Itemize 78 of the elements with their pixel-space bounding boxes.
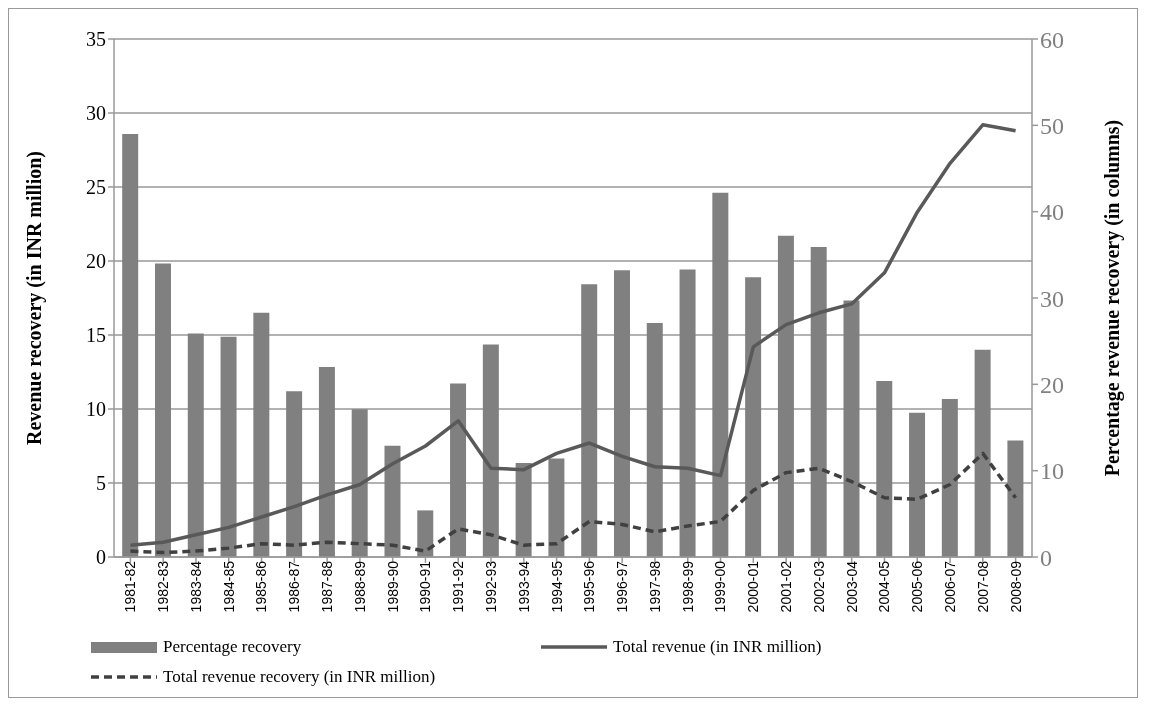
bar (679, 269, 696, 557)
bar (154, 263, 171, 557)
x-tick-label: 1993-94 (515, 560, 532, 613)
x-tick-label: 1999-00 (712, 560, 729, 613)
x-tick-label: 1987-88 (319, 560, 336, 613)
x-tick-label: 1988-89 (351, 560, 368, 613)
y-tick-label: 15 (86, 324, 106, 347)
y2-tick-label: 30 (1040, 285, 1064, 312)
bar (974, 349, 991, 557)
x-tick-label: 2003-04 (843, 560, 860, 613)
bar (745, 277, 762, 557)
x-tick-label: 1983-84 (187, 560, 204, 613)
bar (613, 270, 630, 557)
y2-tick-label: 10 (1040, 458, 1064, 485)
y2-tick-label: 50 (1040, 112, 1064, 139)
bar (384, 445, 401, 557)
bar (351, 409, 368, 557)
bar (909, 412, 926, 557)
legend-label: Percentage recovery (163, 637, 302, 657)
y2-axis-title: Percentage revenue recovery (in columns) (1101, 119, 1125, 477)
bar (286, 391, 303, 557)
x-tick-label: 1994-95 (548, 560, 565, 613)
bar (187, 333, 204, 557)
y-axis-title: Revenue recovery (in INR million) (23, 150, 47, 446)
bar (253, 312, 270, 557)
x-tick-label: 1982-83 (155, 560, 172, 613)
y2-tick-label: 60 (1040, 26, 1064, 53)
x-tick-label: 2000-01 (745, 560, 762, 613)
x-tick-label: 1985-86 (253, 560, 270, 613)
bar (1007, 440, 1024, 557)
y-tick-label: 10 (86, 398, 106, 421)
x-tick-label: 1991-92 (450, 560, 467, 613)
y2-tick-label: 0 (1040, 544, 1052, 571)
bar (646, 323, 663, 557)
x-tick-label: 1981-82 (122, 560, 139, 613)
x-tick-label: 2008-09 (1007, 560, 1024, 613)
bar (712, 192, 729, 557)
x-tick-label: 2007-08 (974, 560, 991, 613)
x-tick-label: 2002-03 (810, 560, 827, 613)
bar (810, 247, 827, 557)
y-tick-label: 25 (86, 176, 106, 199)
x-tick-label: 1984-85 (220, 560, 237, 613)
bar (876, 380, 893, 557)
x-tick-label: 1998-99 (679, 560, 696, 613)
bar (515, 462, 532, 557)
legend-label: Total revenue recovery (in INR million) (163, 667, 436, 687)
x-tick-label: 2005-06 (909, 560, 926, 613)
line-series (128, 451, 1018, 555)
y2-tick-label: 20 (1040, 371, 1064, 398)
x-tick-label: 2004-05 (876, 560, 893, 613)
x-tick-label: 1997-98 (646, 560, 663, 613)
legend-label: Total revenue (in INR million) (613, 637, 822, 657)
bar (843, 300, 860, 557)
y-tick-label: 0 (96, 546, 106, 569)
bar (318, 367, 335, 557)
x-tick-label: 1995-96 (581, 560, 598, 613)
x-tick-label: 2006-07 (941, 560, 958, 613)
bar (777, 235, 794, 557)
y-tick-label: 35 (86, 28, 106, 51)
bar (417, 510, 434, 557)
x-tick-label: 2001-02 (778, 560, 795, 613)
bar (450, 383, 467, 557)
x-tick-label: 1996-97 (614, 560, 631, 613)
bar (941, 399, 958, 557)
y2-tick-label: 40 (1040, 199, 1064, 226)
x-tick-label: 1992-93 (482, 560, 499, 613)
y-tick-label: 5 (96, 472, 106, 495)
x-tick-label: 1989-90 (384, 560, 401, 613)
bar (581, 284, 598, 557)
x-tick-label: 1986-87 (286, 560, 303, 613)
bar (548, 458, 565, 557)
bar (220, 336, 237, 557)
bar (122, 133, 139, 557)
x-tick-label: 1990-91 (417, 560, 434, 613)
y-tick-label: 30 (86, 102, 106, 125)
bar (482, 344, 499, 557)
y-tick-label: 20 (86, 250, 106, 273)
line-series (128, 123, 1018, 547)
